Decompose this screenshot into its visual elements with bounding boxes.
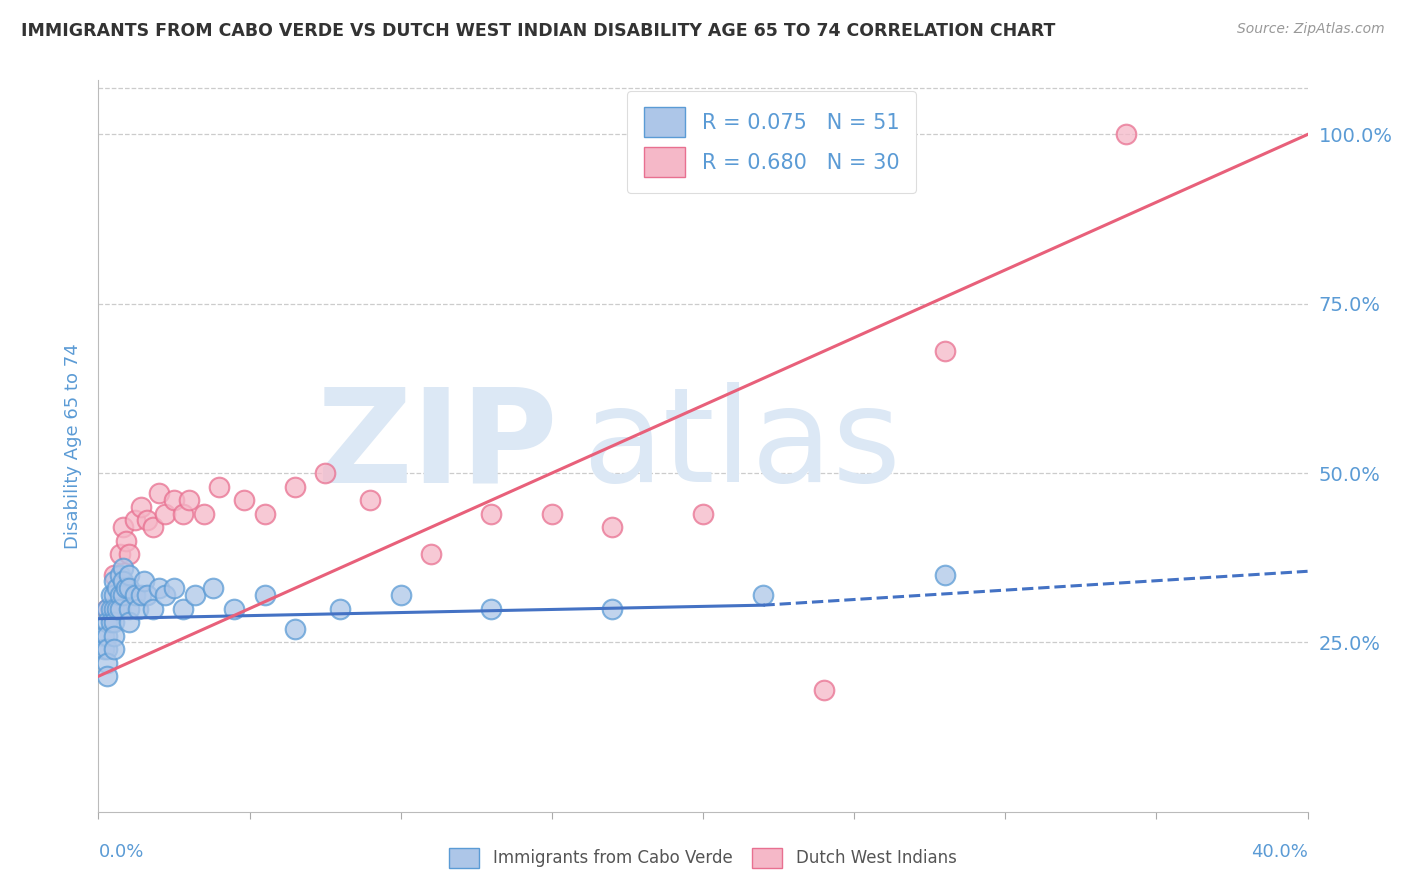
Point xyxy=(202,581,225,595)
Point xyxy=(172,601,194,615)
Point xyxy=(193,507,215,521)
Point xyxy=(108,547,131,561)
Point xyxy=(813,682,835,697)
Point xyxy=(153,588,176,602)
Point xyxy=(100,588,122,602)
Point xyxy=(100,615,122,629)
Point xyxy=(114,581,136,595)
Point xyxy=(124,514,146,528)
Point xyxy=(602,601,624,615)
Point xyxy=(96,656,118,670)
Point xyxy=(103,629,125,643)
Text: Source: ZipAtlas.com: Source: ZipAtlas.com xyxy=(1237,22,1385,37)
Point xyxy=(105,581,128,595)
Point xyxy=(329,601,352,615)
Point xyxy=(96,601,118,615)
Point xyxy=(103,567,125,582)
Legend: Immigrants from Cabo Verde, Dutch West Indians: Immigrants from Cabo Verde, Dutch West I… xyxy=(443,841,963,875)
Point xyxy=(153,507,176,521)
Point xyxy=(118,615,141,629)
Point xyxy=(108,601,131,615)
Point xyxy=(105,601,128,615)
Point xyxy=(934,567,956,582)
Point xyxy=(96,669,118,683)
Point xyxy=(93,642,115,657)
Point xyxy=(314,466,336,480)
Point xyxy=(135,514,157,528)
Text: ZIP: ZIP xyxy=(316,383,558,509)
Point xyxy=(93,629,115,643)
Point xyxy=(692,507,714,521)
Point xyxy=(253,507,276,521)
Point xyxy=(540,507,562,521)
Legend: R = 0.075   N = 51, R = 0.680   N = 30: R = 0.075 N = 51, R = 0.680 N = 30 xyxy=(627,91,917,194)
Point xyxy=(934,344,956,359)
Point xyxy=(132,574,155,589)
Point xyxy=(96,642,118,657)
Point xyxy=(163,493,186,508)
Point xyxy=(284,622,307,636)
Text: IMMIGRANTS FROM CABO VERDE VS DUTCH WEST INDIAN DISABILITY AGE 65 TO 74 CORRELAT: IMMIGRANTS FROM CABO VERDE VS DUTCH WEST… xyxy=(21,22,1056,40)
Point xyxy=(172,507,194,521)
Point xyxy=(111,561,134,575)
Point xyxy=(208,480,231,494)
Point xyxy=(481,601,503,615)
Point xyxy=(118,567,141,582)
Point xyxy=(103,588,125,602)
Point xyxy=(103,601,125,615)
Point xyxy=(118,601,141,615)
Y-axis label: Disability Age 65 to 74: Disability Age 65 to 74 xyxy=(65,343,83,549)
Point xyxy=(389,588,412,602)
Point xyxy=(1115,128,1137,142)
Point xyxy=(96,615,118,629)
Point xyxy=(135,588,157,602)
Point xyxy=(118,547,141,561)
Point xyxy=(148,486,170,500)
Point xyxy=(224,601,246,615)
Point xyxy=(232,493,254,508)
Text: 0.0%: 0.0% xyxy=(98,843,143,861)
Point xyxy=(111,520,134,534)
Point xyxy=(420,547,443,561)
Point xyxy=(142,601,165,615)
Point xyxy=(96,629,118,643)
Point xyxy=(129,500,152,514)
Point xyxy=(127,601,149,615)
Point xyxy=(96,601,118,615)
Point xyxy=(100,601,122,615)
Point xyxy=(111,588,134,602)
Point xyxy=(602,520,624,534)
Point xyxy=(184,588,207,602)
Point xyxy=(360,493,382,508)
Point xyxy=(108,588,131,602)
Point xyxy=(481,507,503,521)
Point xyxy=(163,581,186,595)
Point xyxy=(148,581,170,595)
Point xyxy=(108,567,131,582)
Point xyxy=(752,588,775,602)
Point xyxy=(179,493,201,508)
Point xyxy=(142,520,165,534)
Point xyxy=(114,533,136,548)
Text: 40.0%: 40.0% xyxy=(1251,843,1308,861)
Point xyxy=(253,588,276,602)
Point xyxy=(103,642,125,657)
Point xyxy=(111,574,134,589)
Point xyxy=(103,574,125,589)
Text: atlas: atlas xyxy=(582,383,901,509)
Point xyxy=(124,588,146,602)
Point xyxy=(284,480,307,494)
Point xyxy=(129,588,152,602)
Point xyxy=(103,615,125,629)
Point xyxy=(118,581,141,595)
